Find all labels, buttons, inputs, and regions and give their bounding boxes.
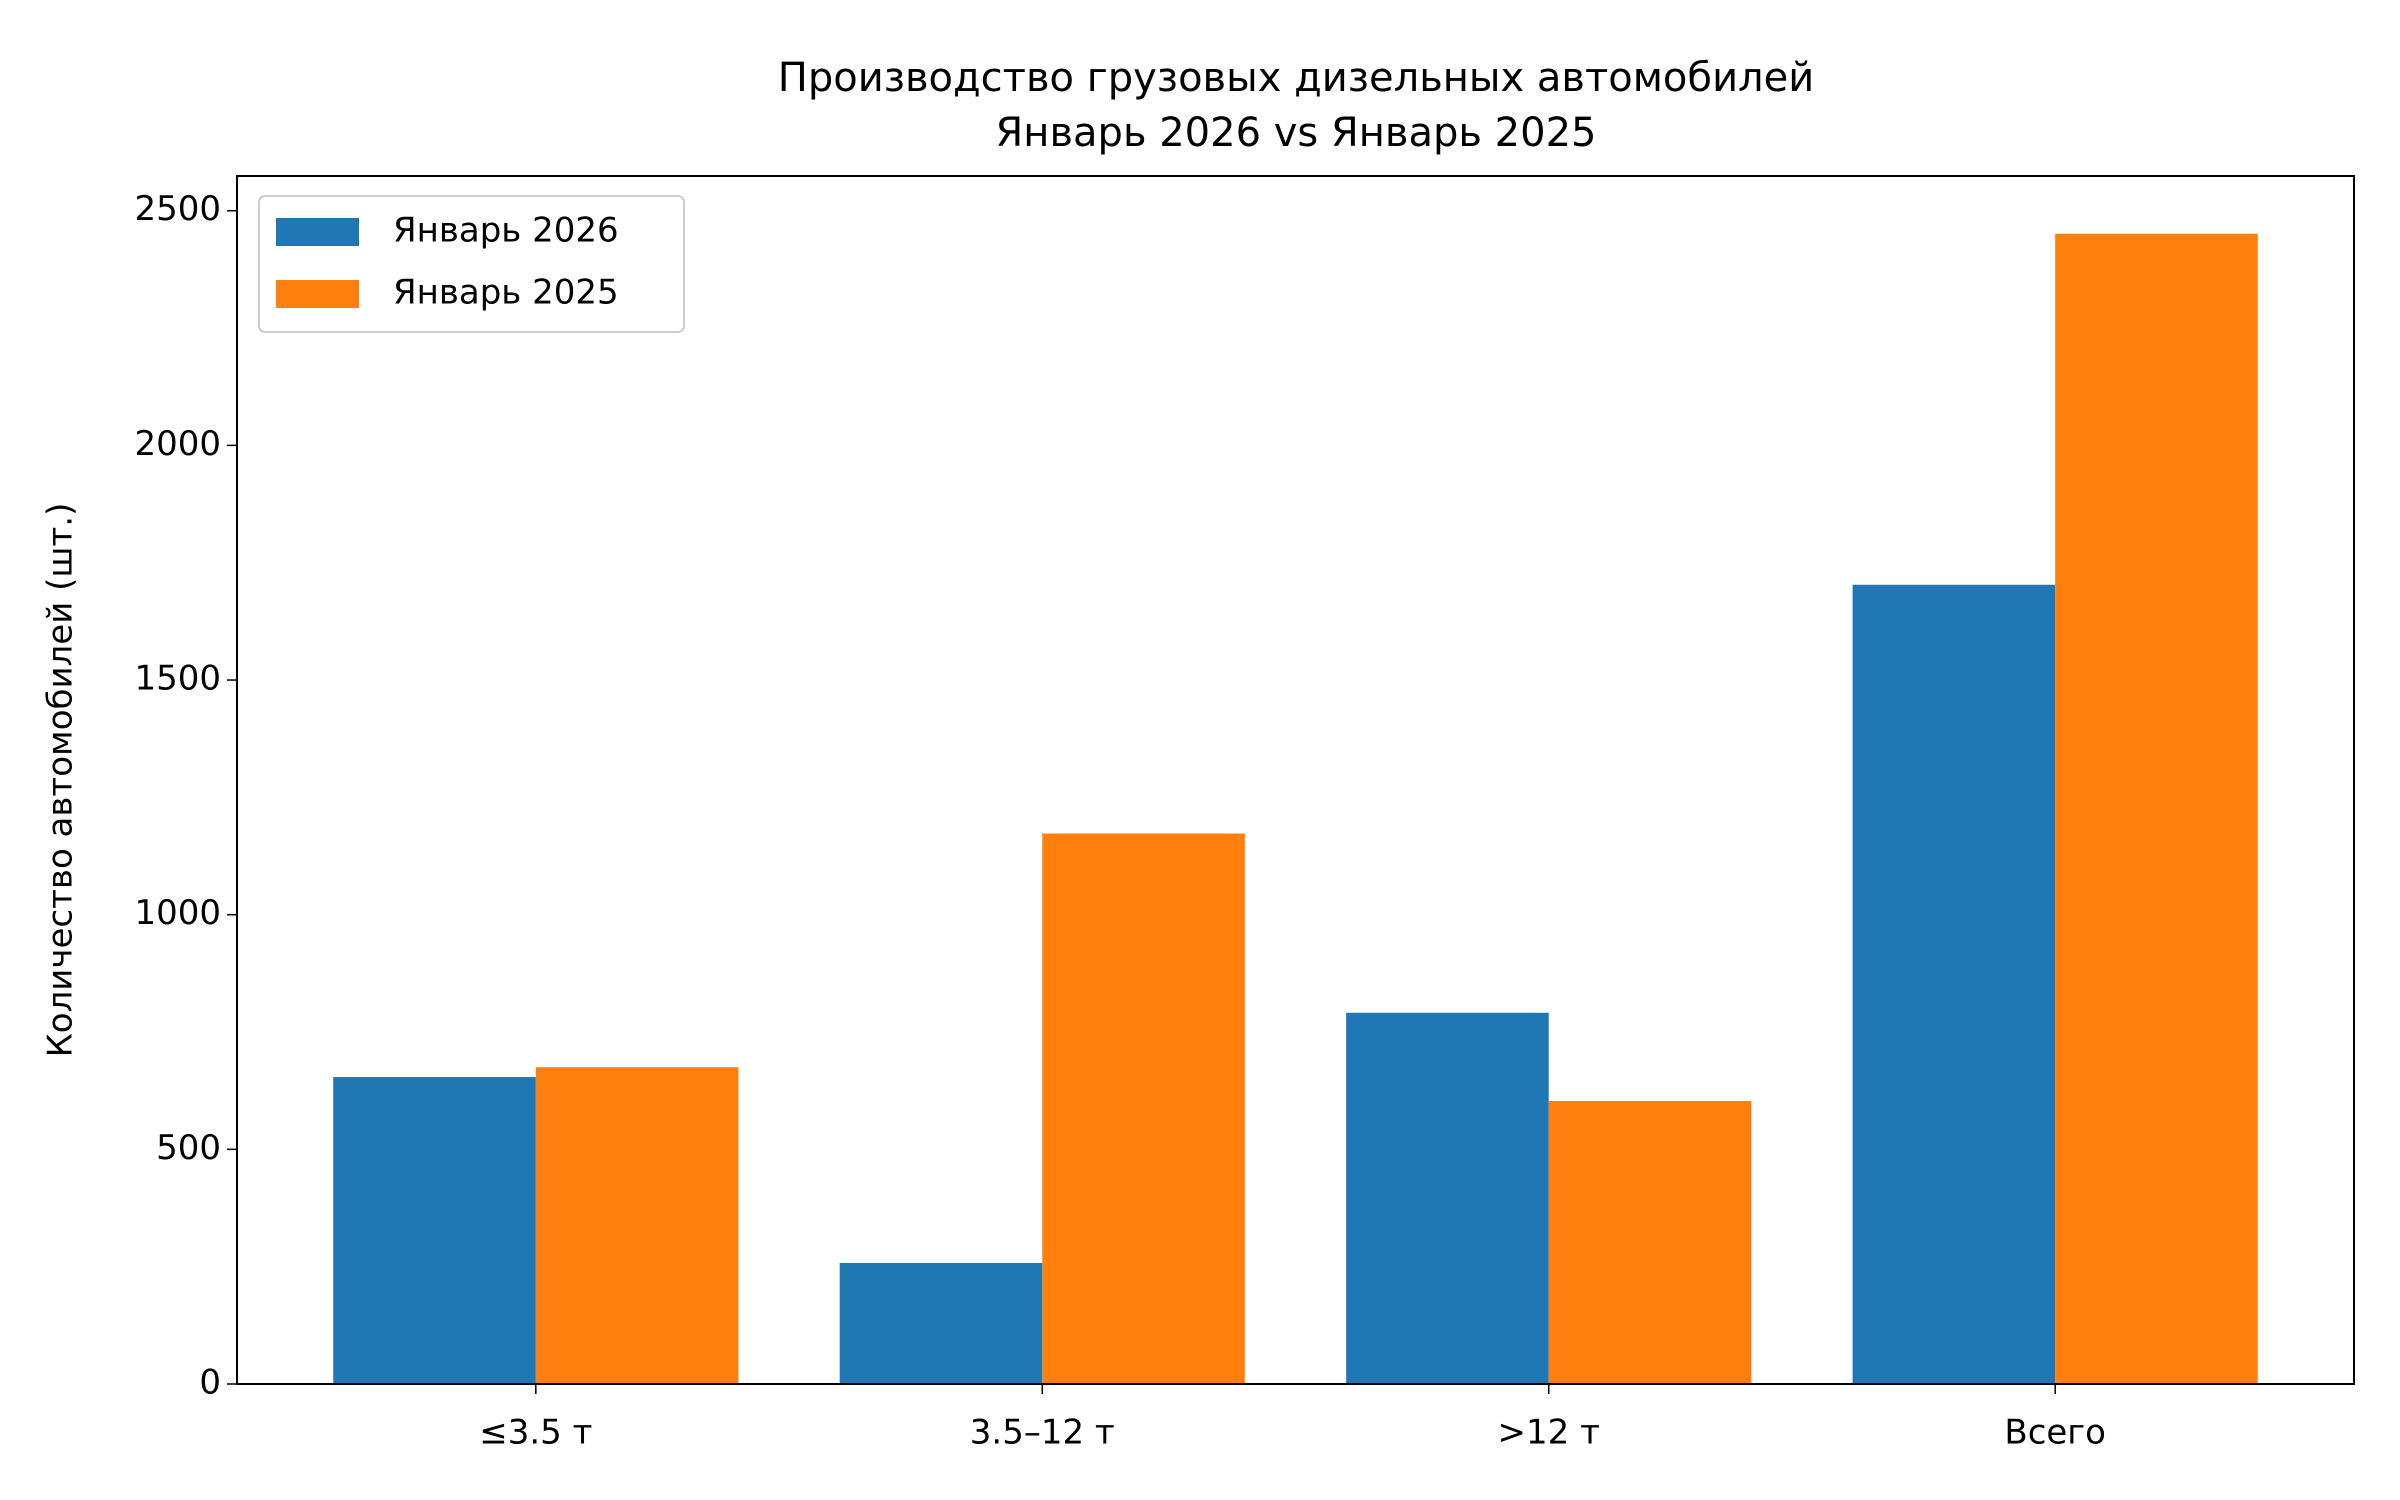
x-tick-label: Всего xyxy=(2004,1413,2106,1453)
y-tick-label: 1500 xyxy=(134,659,221,699)
bar xyxy=(1346,1012,1549,1384)
plot-frame xyxy=(236,175,2355,1385)
x-tick-label: 3.5–12 т xyxy=(970,1413,1115,1453)
y-tick-label: 0 xyxy=(199,1363,221,1403)
chart-title: Производство грузовых дизельных автомоби… xyxy=(778,55,1814,101)
legend-label: Январь 2026 xyxy=(393,211,619,251)
y-axis-label: Количество автомобилей (шт.) xyxy=(41,503,81,1058)
bar xyxy=(839,1262,1043,1384)
y-tick-label: 2000 xyxy=(134,424,221,464)
legend-swatch xyxy=(276,280,359,308)
y-tick-label: 1000 xyxy=(134,893,221,933)
y-tick-label: 500 xyxy=(156,1128,221,1168)
y-tick-label: 2500 xyxy=(134,189,221,229)
bar xyxy=(1852,584,2056,1384)
x-tick-label: ≤3.5 т xyxy=(479,1413,592,1453)
bar xyxy=(333,1077,536,1384)
bar xyxy=(1042,833,1245,1384)
x-tick-label: >12 т xyxy=(1498,1413,1600,1453)
bar xyxy=(1548,1101,1752,1384)
legend-swatch xyxy=(276,218,359,246)
legend-label: Январь 2025 xyxy=(393,273,619,313)
legend-box xyxy=(258,195,685,333)
chart-subtitle: Январь 2026 vs Январь 2025 xyxy=(996,110,1597,156)
bar xyxy=(535,1067,739,1384)
bar xyxy=(2055,233,2258,1384)
